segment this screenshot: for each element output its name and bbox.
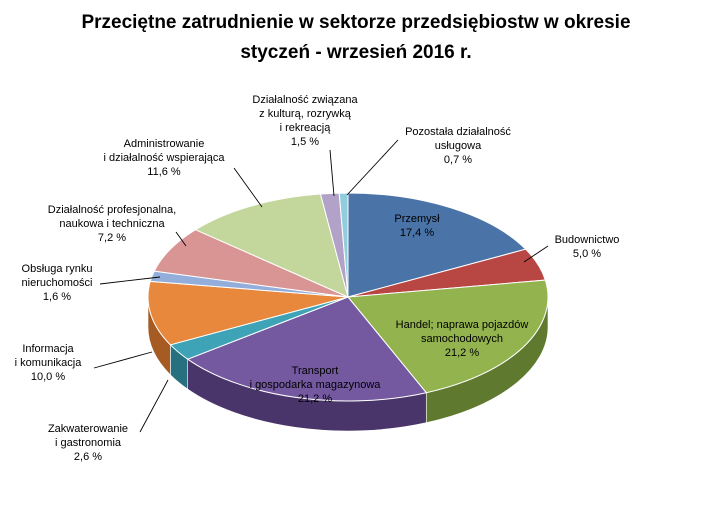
slice-label-profesjonalna: Działalność profesjonalna, naukowa i tech…	[48, 204, 176, 244]
slice-value-label: 2,6 %	[74, 451, 102, 463]
slice-label-text: Handel; naprawa pojazdów	[396, 319, 529, 331]
leader-line-budownictwo	[523, 245, 549, 263]
slice-label-administrowanie: Administrowanie i działalność wspierająca…	[103, 138, 225, 178]
slice-label-text: Informacja	[22, 343, 74, 355]
slice-value-label: 1,5 %	[291, 136, 319, 148]
chart-title: Przeciętne zatrudnienie w sektorze przed…	[0, 8, 712, 68]
pie-slice-transport	[186, 296, 428, 402]
slice-label-text: samochodowych	[421, 333, 503, 345]
slice-label-text: Budownictwo	[555, 234, 620, 246]
pie-slice-administrowanie	[194, 193, 349, 298]
slice-label-text: Zakwaterowanie	[48, 423, 128, 435]
chart-title-line-2: styczeń - wrzesień 2016 r.	[240, 42, 472, 63]
slice-label-zakwaterowanie: Zakwaterowanie i gastronomia 2,6 %	[48, 423, 128, 463]
slice-label-budownictwo: Budownictwo 5,0 %	[555, 234, 620, 260]
leader-line-pozostala	[346, 139, 399, 196]
slice-value-label: 7,2 %	[98, 232, 126, 244]
slice-value-label: 1,6 %	[43, 291, 71, 303]
slice-label-text: nieruchomości	[22, 277, 93, 289]
slice-label-text: z kulturą, rozrywką	[259, 108, 352, 120]
leader-line-profesjonalna	[175, 231, 187, 247]
slice-label-kultura: Działalność związana z kulturą, rozrywką i…	[252, 94, 358, 148]
pie-slice-pozostala	[338, 192, 349, 298]
pie-slice-informacja	[147, 280, 349, 346]
pie-slice-przemysl	[347, 192, 527, 298]
slice-value-label: 10,0 %	[31, 371, 65, 383]
pie-slice-handel	[347, 279, 549, 394]
slice-label-text: naukowa i techniczna	[59, 218, 165, 230]
leader-line-administrowanie	[233, 167, 263, 208]
leader-line-kultura	[329, 149, 335, 197]
slice-value-label: 17,4 %	[400, 227, 434, 239]
slice-label-text: Obsługa rynku	[22, 263, 93, 275]
slice-value-label: 11,6 %	[147, 166, 181, 178]
slice-label-text: i komunikacja	[15, 357, 83, 369]
slice-label-informacja: Informacja i komunikacja 10,0 %	[15, 343, 83, 383]
slice-label-transport: Transport i gospodarka magazynowa 21,2 %	[250, 365, 382, 405]
slice-label-text: Działalność związana	[252, 94, 358, 106]
slice-label-text: Działalność profesjonalna,	[48, 204, 176, 216]
slice-value-label: 0,7 %	[444, 154, 472, 166]
slice-label-text: Administrowanie	[124, 138, 205, 150]
slice-label-text: i działalność wspierająca	[103, 152, 225, 164]
slice-label-handel: Handel; naprawa pojazdów samochodowych 21,…	[396, 319, 529, 359]
slice-label-text: i gastronomia	[55, 437, 122, 449]
chart-title-line-1: Przeciętne zatrudnienie w sektorze przed…	[81, 12, 631, 33]
slice-label-text: i gospodarka magazynowa	[250, 379, 382, 391]
leader-line-informacja	[93, 351, 153, 369]
slice-label-text: usługowa	[435, 140, 482, 152]
slice-label-text: Pozostała działalność	[405, 126, 511, 138]
slice-value-label: 21,2 %	[445, 347, 479, 359]
slice-label-text: Transport	[292, 365, 339, 377]
slice-label-text: Przemysł	[394, 213, 440, 225]
slice-value-label: 5,0 %	[573, 248, 601, 260]
slice-label-nieruchomosci: Obsługa rynku nieruchomości 1,6 %	[22, 263, 93, 303]
leader-line-zakwaterowanie	[139, 379, 169, 433]
leader-line-nieruchomosci	[99, 276, 161, 285]
slice-label-przemysl: Przemysł 17,4 %	[394, 213, 440, 239]
slice-value-label: 21,2 %	[298, 393, 332, 405]
slice-label-text: i rekreacją	[280, 122, 332, 134]
slice-label-pozostala: Pozostała działalność usługowa 0,7 %	[405, 126, 511, 166]
